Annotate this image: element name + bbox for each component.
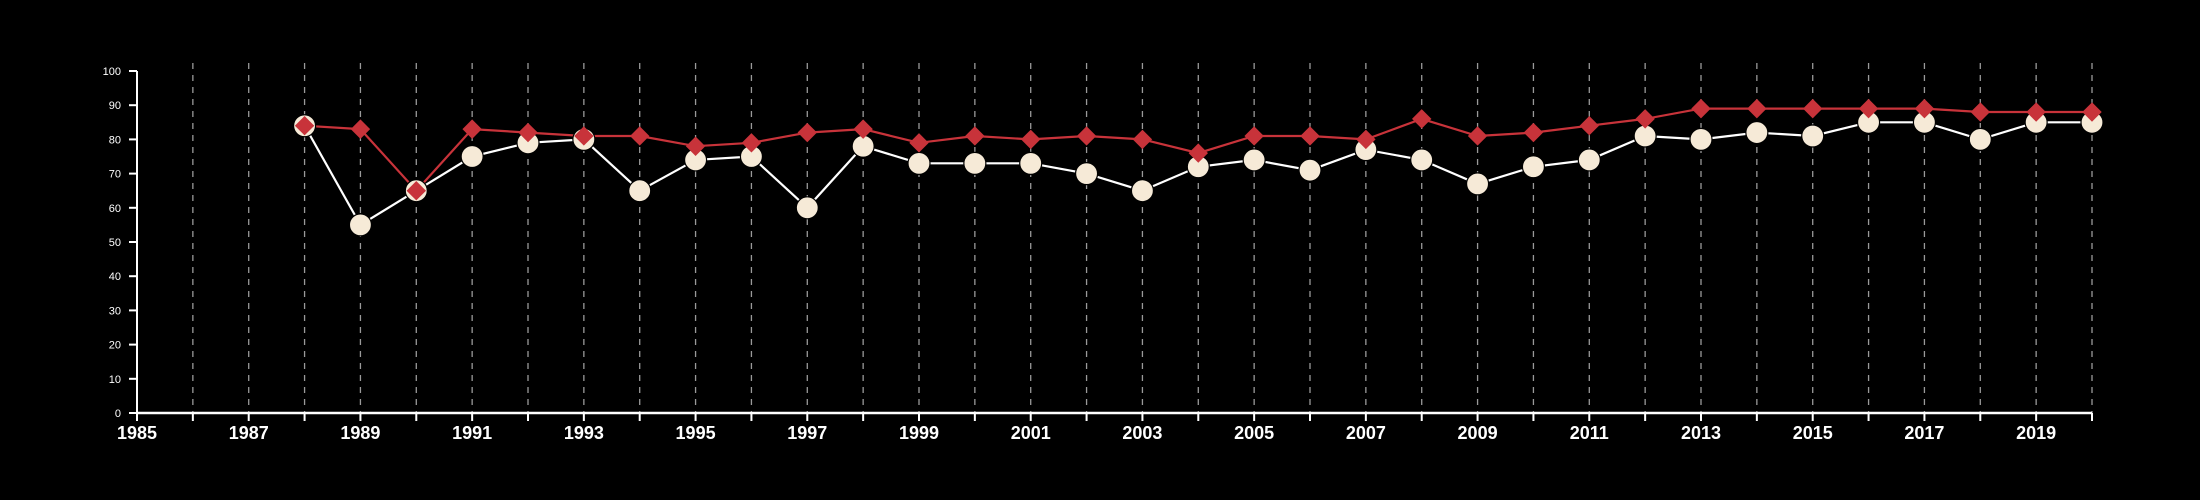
series-2-point bbox=[2082, 102, 2102, 122]
series-1-point bbox=[1689, 127, 1713, 151]
x-tick-label: 2001 bbox=[1011, 423, 1051, 443]
x-tick-label: 1987 bbox=[229, 423, 269, 443]
series-1-point bbox=[1577, 148, 1601, 172]
series-1-point bbox=[1074, 162, 1099, 186]
series-2-point bbox=[630, 126, 650, 146]
series-2-point bbox=[1300, 126, 1320, 146]
series-1-point bbox=[1465, 172, 1490, 196]
series-2-point bbox=[406, 180, 426, 201]
x-tick-label: 2007 bbox=[1346, 423, 1386, 443]
series-1-point bbox=[1410, 148, 1434, 172]
series-2-point bbox=[294, 116, 315, 136]
x-tick-label: 2011 bbox=[1570, 423, 1609, 443]
series-2-point bbox=[1356, 129, 1376, 150]
series-2-point bbox=[2026, 102, 2046, 122]
series-2-point bbox=[685, 136, 706, 156]
series-2-point bbox=[350, 119, 371, 139]
series-1-point bbox=[628, 179, 652, 203]
y-tick-label: 50 bbox=[109, 237, 121, 249]
series-2-point bbox=[574, 126, 594, 146]
series-2-point bbox=[1467, 126, 1488, 146]
x-tick-label: 2017 bbox=[1904, 423, 1944, 443]
x-tick-label: 2019 bbox=[2016, 423, 2056, 443]
y-tick-label: 0 bbox=[115, 408, 121, 420]
series-1-point bbox=[348, 213, 373, 237]
series-2-point bbox=[518, 122, 538, 143]
series-2-point bbox=[741, 133, 762, 153]
x-tick-label: 1985 bbox=[117, 423, 157, 443]
series-2-point bbox=[1412, 109, 1432, 129]
series-2-point bbox=[1747, 98, 1767, 119]
y-tick-label: 20 bbox=[109, 340, 121, 352]
series-2-point bbox=[1970, 102, 1990, 122]
y-tick-label: 60 bbox=[109, 203, 121, 215]
x-tick-label: 1999 bbox=[899, 423, 939, 443]
series-2-point bbox=[1021, 129, 1041, 150]
x-tick-label: 2003 bbox=[1122, 423, 1162, 443]
series-2-point bbox=[1579, 116, 1599, 136]
series-2-point bbox=[1244, 126, 1264, 146]
x-tick-label: 1995 bbox=[676, 423, 716, 443]
y-tick-label: 100 bbox=[103, 66, 121, 78]
x-tick-label: 2005 bbox=[1234, 423, 1274, 443]
series-2-point bbox=[965, 126, 985, 146]
x-tick-label: 1993 bbox=[564, 423, 604, 443]
x-tick-label: 1989 bbox=[340, 423, 380, 443]
series-1-point bbox=[460, 144, 484, 169]
series-2-point bbox=[1635, 109, 1655, 129]
series-1-point bbox=[907, 151, 931, 175]
x-tick-label: 2015 bbox=[1793, 423, 1833, 443]
series-2-point bbox=[1523, 122, 1544, 143]
series-1-point bbox=[1521, 155, 1546, 179]
series-1-point bbox=[1130, 179, 1155, 203]
y-tick-label: 80 bbox=[109, 134, 121, 146]
series-2-point bbox=[1691, 98, 1711, 119]
y-tick-label: 70 bbox=[109, 169, 121, 181]
series-1-point bbox=[1242, 148, 1266, 172]
series-1-point bbox=[795, 196, 819, 220]
series-2-point bbox=[462, 119, 482, 139]
series-2-point bbox=[797, 122, 817, 143]
series-2-point bbox=[1132, 129, 1153, 150]
y-tick-label: 30 bbox=[109, 305, 121, 317]
series-2-point bbox=[1858, 98, 1879, 119]
y-tick-label: 90 bbox=[109, 100, 121, 112]
x-tick-label: 1997 bbox=[787, 423, 827, 443]
series-1-point bbox=[1968, 127, 1992, 151]
x-tick-label: 2013 bbox=[1681, 423, 1721, 443]
y-tick-label: 40 bbox=[109, 271, 121, 283]
y-tick-label: 10 bbox=[109, 374, 121, 386]
series-2-point bbox=[909, 133, 929, 153]
series-2-point bbox=[1914, 98, 1935, 119]
series-1-point bbox=[1745, 120, 1769, 145]
series-1-point bbox=[1801, 124, 1825, 148]
x-tick-label: 2009 bbox=[1458, 423, 1498, 443]
series-2-point bbox=[853, 119, 873, 139]
x-tick-label: 1991 bbox=[452, 423, 492, 443]
series-2-point bbox=[1076, 126, 1097, 146]
series-1-point bbox=[1298, 158, 1322, 182]
series-2-point bbox=[1188, 143, 1208, 163]
series-1-point bbox=[963, 151, 987, 175]
series-1-point bbox=[1019, 151, 1043, 175]
series-2-point bbox=[1803, 98, 1823, 119]
